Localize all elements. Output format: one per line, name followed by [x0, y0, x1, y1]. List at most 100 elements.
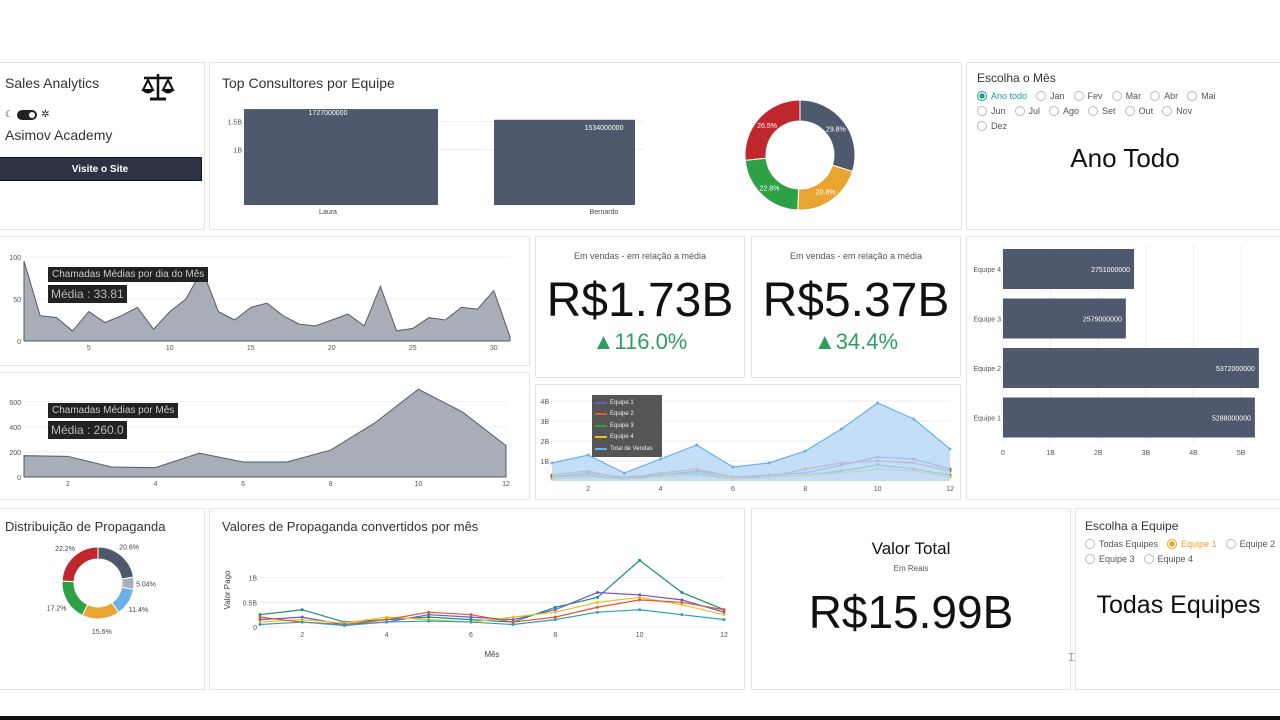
x-tick-label: 0	[1001, 450, 1005, 457]
radio-option[interactable]: Dez	[977, 121, 1007, 131]
x-tick-label: 30	[490, 345, 498, 352]
line-point	[680, 613, 684, 617]
line-point	[300, 620, 304, 624]
ad-values-line-chart: 1B 0.5B 0 2 4 6 8 10 12 Mês Valor Pago	[223, 558, 728, 659]
area-fill	[552, 403, 950, 481]
radio-dot[interactable]	[1049, 106, 1060, 116]
radio-option[interactable]: Ago	[1049, 106, 1079, 116]
area-series	[23, 261, 511, 342]
x-tick-label: 12	[502, 481, 510, 488]
line-point	[695, 443, 699, 447]
x-tick-label: 4	[385, 632, 389, 639]
radio-option[interactable]: Equipe 2	[1225, 539, 1275, 549]
radio-option[interactable]: Set	[1088, 106, 1116, 116]
mouse-cursor: ⌶	[1068, 650, 1076, 664]
radio-option[interactable]: Nov	[1162, 106, 1192, 116]
radio-dot[interactable]	[1111, 91, 1122, 101]
radio-option[interactable]: Mar	[1111, 91, 1141, 101]
line-point	[258, 623, 262, 627]
radio-option[interactable]: Abr	[1150, 91, 1178, 101]
radio-dot[interactable]	[977, 91, 987, 101]
team-bar	[1003, 348, 1259, 388]
daily-calls-average: Média : 33.81	[48, 285, 127, 303]
ad-values-title: Valores de Propaganda convertidos por mê…	[222, 519, 479, 534]
total-value-caption: Em Reais	[893, 564, 929, 573]
y-tick-label: 0	[17, 475, 21, 482]
ad-values-card: Valores de Propaganda convertidos por mê…	[209, 508, 745, 690]
kpi2-value: R$5.37B	[762, 274, 950, 327]
radio-option[interactable]: Fev	[1073, 91, 1103, 101]
line-point	[638, 595, 642, 599]
radio-option[interactable]: Todas Equipes	[1085, 539, 1158, 549]
legend-item[interactable]: Equipe 4	[595, 432, 659, 444]
line-point	[553, 605, 557, 609]
x-tick-label: Laura	[319, 209, 337, 216]
radio-dot[interactable]	[1085, 539, 1095, 549]
radio-option[interactable]: Mai	[1187, 91, 1216, 101]
legend-item[interactable]: Total de Vendas	[595, 443, 659, 455]
line-point	[595, 595, 599, 599]
y-tick-label: 0.5B	[243, 600, 258, 607]
theme-toggle[interactable]: ☾ ✲	[5, 109, 49, 120]
radio-dot[interactable]	[1088, 106, 1099, 116]
legend-item[interactable]: Equipe 3	[595, 420, 659, 432]
line-point	[300, 618, 304, 622]
monthly-calls-card: 600 400 200 0 2 4 6 8 10 12 Chamadas Médias por M…	[0, 372, 530, 500]
line-point	[258, 615, 262, 619]
line-point	[258, 618, 262, 622]
line-point	[553, 610, 557, 614]
line-point	[553, 615, 557, 619]
radio-dot[interactable]	[977, 106, 987, 116]
radio-option[interactable]: Ano todo	[977, 91, 1027, 101]
radio-dot[interactable]	[1162, 106, 1173, 116]
radio-dot[interactable]	[1225, 539, 1236, 549]
radio-dot[interactable]	[1187, 91, 1198, 101]
donut-label: 22.8%	[759, 185, 779, 192]
radio-dot[interactable]	[1073, 91, 1084, 101]
x-tick-label: 12	[720, 632, 728, 639]
line-point	[722, 610, 726, 614]
scale-icon	[141, 74, 175, 101]
radio-dot[interactable]	[1143, 554, 1154, 564]
radio-option[interactable]: Equipe 1	[1167, 539, 1217, 549]
radio-option[interactable]: Jul	[1014, 106, 1040, 116]
radio-option[interactable]: Equipe 4	[1143, 554, 1193, 564]
line-series	[259, 559, 725, 623]
radio-option[interactable]: Out	[1124, 106, 1153, 116]
monthly-calls-badge: Chamadas Médias por Mês	[48, 403, 179, 418]
legend-item[interactable]: Equipe 2	[595, 409, 659, 421]
line-point	[767, 461, 771, 465]
visit-site-button[interactable]: Visite o Site	[0, 157, 202, 181]
x-tick-label: 10	[414, 481, 422, 488]
line-point	[638, 608, 642, 612]
radio-dot[interactable]	[1124, 106, 1135, 116]
line-point	[300, 615, 304, 619]
org-name: Asimov Academy	[5, 127, 113, 143]
radio-option[interactable]: Jun	[977, 106, 1006, 116]
selected-team-display: Todas Equipes	[1096, 591, 1261, 619]
y-tick-label: 600	[9, 400, 21, 407]
ad-distribution-card: Distribuição de Propaganda 20.6% 5.04% 11.…	[0, 508, 205, 690]
line-point	[722, 613, 726, 617]
donut-slice	[61, 546, 99, 583]
radio-dot[interactable]	[1014, 106, 1025, 116]
radio-option[interactable]: Jan	[1036, 91, 1065, 101]
y-tick-label: Equipe 1	[973, 416, 1001, 423]
moon-icon: ☾	[5, 109, 14, 119]
line-point	[722, 618, 726, 622]
radio-dot[interactable]	[1085, 554, 1095, 564]
bar-value-label: 1534000000	[585, 125, 624, 132]
radio-option[interactable]: Equipe 3	[1085, 554, 1135, 564]
radio-dot[interactable]	[1167, 539, 1178, 549]
line-point	[427, 619, 431, 623]
line-point	[258, 613, 262, 617]
radio-dot[interactable]	[1036, 91, 1047, 101]
bar-value-label: 5372000000	[1216, 366, 1255, 373]
radio-dot[interactable]	[977, 121, 987, 131]
x-tick-label: 6	[241, 481, 245, 488]
legend-item[interactable]: Equipe 1	[595, 397, 659, 409]
line-point	[553, 618, 557, 622]
radio-dot[interactable]	[1150, 91, 1161, 101]
radio-label: Ano todo	[991, 91, 1028, 101]
y-axis-title: Valor Pago	[223, 570, 232, 610]
